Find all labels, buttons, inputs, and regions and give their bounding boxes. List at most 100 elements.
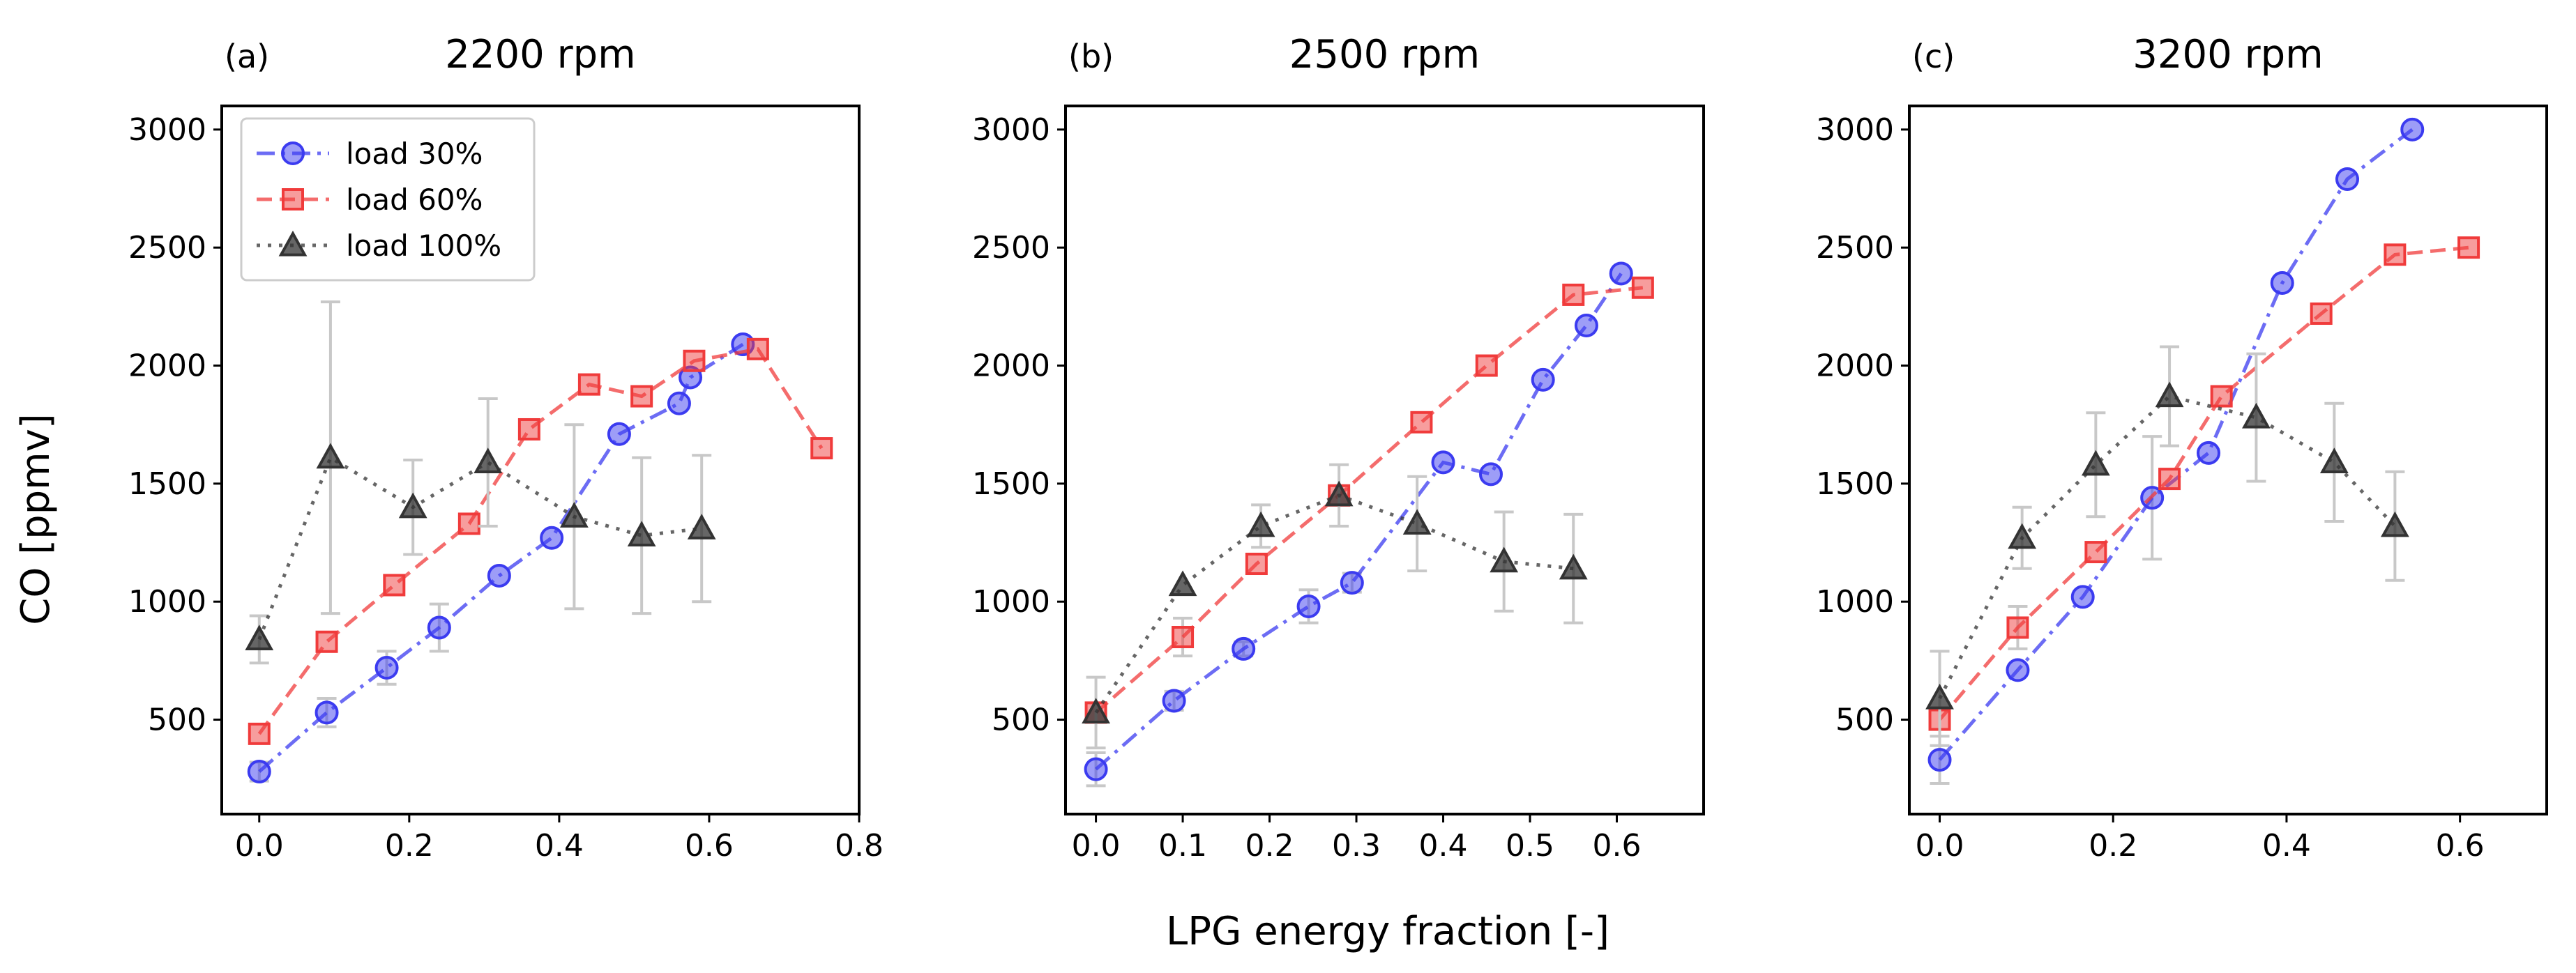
series-load100 [1082, 463, 1588, 750]
series-load60 [1928, 236, 2480, 731]
x-tick-label: 0.2 [385, 828, 434, 864]
data-point [1562, 283, 1585, 306]
data-point [2400, 117, 2425, 141]
series-load30 [1927, 117, 2425, 785]
data-point [1162, 689, 1186, 713]
data-point [1082, 698, 1110, 723]
data-point [315, 700, 339, 725]
data-point [2070, 585, 2095, 609]
panel-tag: (a) [225, 38, 269, 75]
y-tick-label: 1500 [1816, 466, 1894, 502]
x-tick-label: 0.2 [1245, 828, 1294, 864]
data-point [1340, 571, 1364, 595]
data-point [1402, 509, 1432, 535]
series-load60 [1084, 276, 1654, 724]
data-point [2457, 236, 2480, 259]
y-tick-label: 2500 [972, 230, 1050, 266]
x-tick-label: 0.1 [1158, 828, 1207, 864]
x-tick-label: 0.4 [535, 828, 584, 864]
legend-marker [278, 230, 308, 256]
x-tick-label: 0.3 [1332, 828, 1381, 864]
data-point [1168, 570, 1197, 597]
data-point [1246, 511, 1275, 537]
data-point [1410, 411, 1433, 434]
y-tick-label: 3000 [1816, 112, 1894, 148]
data-point [398, 492, 427, 519]
data-point [2270, 271, 2294, 295]
series-line [1938, 128, 2414, 761]
legend-marker [282, 188, 304, 210]
data-point [607, 422, 631, 446]
data-point [687, 514, 716, 539]
legend: load 30% load 60% load 100% [240, 117, 536, 282]
data-point [810, 437, 833, 460]
panel-b: (b) 2500 rpm 500 1000 1500 2000 2500 3000 0.0 0.1… [972, 32, 1705, 864]
series-line [258, 342, 744, 773]
series-line [1094, 286, 1644, 714]
panel-title: 3200 rpm [2132, 32, 2323, 77]
y-tick-label: 1000 [128, 584, 206, 620]
data-point [383, 574, 406, 597]
data-point [1531, 367, 1555, 392]
y-tick-label: 2000 [1816, 348, 1894, 384]
data-point [1324, 480, 1354, 507]
panel-title: 2500 rpm [1289, 32, 1480, 77]
data-point [667, 391, 691, 415]
series-line [1938, 394, 2397, 700]
x-tick-label: 0.4 [2262, 828, 2311, 864]
data-point [517, 417, 540, 440]
data-point [2319, 447, 2349, 473]
plot-frame [1908, 105, 2548, 815]
data-point [248, 722, 271, 745]
panel-c: (c) 3200 rpm 500 1000 1500 2000 2500 3000 0.0 0.2… [1816, 32, 2548, 864]
panel-a: (a) 2200 rpm 500 1000 1500 2000 2500 3000 0.0 0.2… [128, 32, 884, 864]
data-point [2384, 243, 2407, 266]
y-tick-label: 500 [992, 703, 1050, 738]
data-point [1631, 276, 1654, 299]
x-tick-label: 0.5 [1506, 828, 1554, 864]
data-point [746, 337, 769, 360]
panel-title: 2200 rpm [445, 32, 635, 77]
data-point [2197, 440, 2221, 465]
data-point [1609, 261, 1633, 286]
data-point [487, 563, 511, 588]
data-point [374, 656, 399, 680]
data-point [630, 385, 653, 408]
x-tick-label: 0.8 [835, 828, 884, 864]
data-point [427, 615, 451, 640]
data-point [1479, 462, 1503, 486]
y-tick-label: 2000 [972, 348, 1050, 384]
y-tick-label: 2500 [1816, 230, 1894, 266]
x-tick-label: 0.6 [685, 828, 734, 864]
series-load30 [1084, 261, 1633, 788]
data-point [683, 349, 706, 372]
data-point [2335, 167, 2359, 191]
data-point [1475, 354, 1498, 377]
data-point [2084, 541, 2107, 564]
data-point [1559, 553, 1588, 580]
series-load30 [247, 332, 755, 784]
y-tick-label: 3000 [972, 112, 1050, 148]
data-point [457, 512, 480, 535]
data-point [2155, 381, 2184, 408]
legend-label: load 60% [346, 183, 483, 217]
data-point [316, 443, 345, 469]
data-point [1084, 757, 1108, 781]
data-point [315, 630, 338, 653]
legend-marker [281, 141, 305, 165]
series-line [257, 347, 824, 735]
y-tick-label: 2500 [128, 230, 206, 266]
data-point [2210, 385, 2233, 408]
data-point [2380, 511, 2409, 537]
data-point [627, 521, 656, 546]
y-tick-label: 500 [1835, 703, 1894, 738]
legend-box [240, 117, 536, 282]
data-point [1431, 450, 1455, 475]
x-tick-label: 0.4 [1419, 828, 1468, 864]
x-tick-label: 0.6 [2436, 828, 2485, 864]
y-tick-label: 1000 [1816, 584, 1894, 620]
y-axis-label: CO [ppmv] [13, 413, 59, 625]
data-point [559, 502, 589, 528]
data-point [1172, 626, 1195, 648]
